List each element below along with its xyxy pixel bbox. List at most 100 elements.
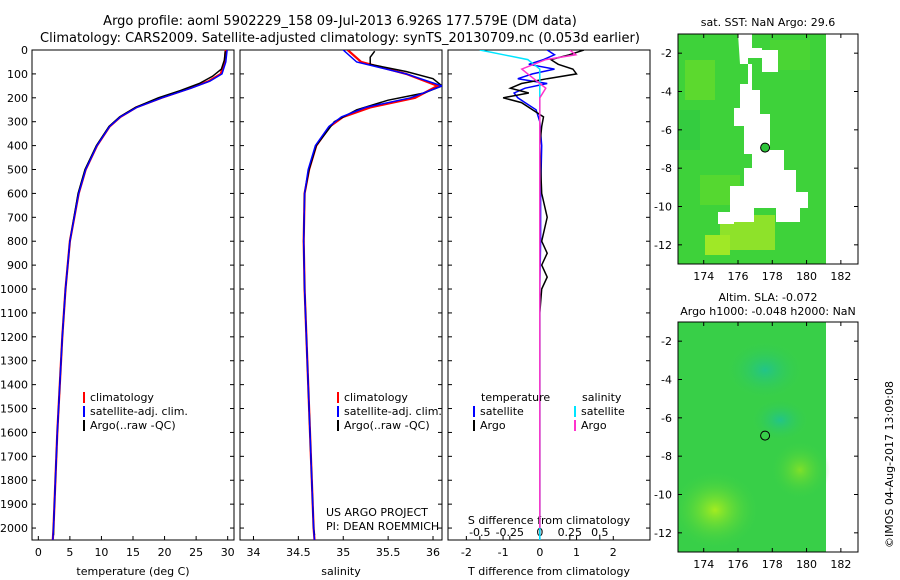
x-tick-label: 36	[426, 546, 440, 559]
x-tick-label: 35	[336, 546, 350, 559]
y-tick-label: 2000	[0, 522, 28, 535]
sst-cloud-gap	[730, 34, 808, 222]
map-x-tick-label: 178	[762, 270, 783, 283]
map-y-tick-label: -2	[661, 335, 672, 348]
x-tick-label: 20	[158, 546, 172, 559]
salinity-panel: 34 34.5 35 35.5 36 salinity climatologysatelli…	[239, 49, 443, 578]
legend-title: salinity	[582, 391, 622, 404]
map-x-tick-label: 176	[728, 270, 749, 283]
y-tick-label: 400	[7, 140, 28, 153]
map-y-tick-label: -2	[661, 47, 672, 60]
axes-frame	[447, 49, 651, 541]
sla-map-frame	[677, 321, 859, 553]
sst-field-patch	[680, 110, 700, 150]
timestamp: ©IMOS 04-Aug-2017 13:09:08	[883, 381, 896, 548]
y-tick-label: 1900	[0, 498, 28, 511]
legend-label: satellite-adj. clim.	[90, 405, 188, 418]
x-axis-label: temperature (deg C)	[76, 565, 189, 578]
sst-map-frame	[677, 33, 859, 265]
sla-map-axes: 174 176 178 180 182 -2 -4 -6 -8 -10 -12	[654, 322, 858, 571]
legend-title: temperature	[481, 391, 550, 404]
y-tick-label: 0	[21, 44, 28, 57]
sst-map	[678, 34, 858, 264]
x-tick-label: 25	[189, 546, 203, 559]
float-position-marker	[760, 430, 771, 441]
float-position-marker	[760, 142, 771, 153]
x-tick-label: 0	[35, 546, 42, 559]
sla-field-low	[750, 398, 810, 442]
sla-field-high	[770, 440, 830, 500]
project-note: US ARGO PROJECT	[326, 506, 428, 519]
x-tick-label: 35.5	[376, 546, 401, 559]
legend-label: climatology	[344, 391, 408, 404]
series-line	[502, 50, 585, 536]
y-tick-label: 700	[7, 211, 28, 224]
x-tick-label: 34.5	[286, 546, 311, 559]
difference-panel: -2 -1 0 1 2 T difference from climatology -0.5…	[447, 49, 651, 578]
legend-label: climatology	[90, 391, 154, 404]
y-tick-label: 1400	[0, 379, 28, 392]
s-tick-label: -0.5	[469, 526, 490, 539]
s-tick-label: 0.25	[558, 526, 583, 539]
legend-label: Argo(..raw -QC)	[90, 419, 176, 432]
map-y-tick-label: -4	[661, 374, 672, 387]
map-y-tick-label: -8	[661, 450, 672, 463]
y-tick-label: 1700	[0, 450, 28, 463]
axes-frame	[31, 49, 235, 541]
pi-note: PI: DEAN ROEMMICH	[326, 520, 439, 533]
x-tick-label: 10	[94, 546, 108, 559]
legend-label: satellite	[480, 405, 524, 418]
y-tick-label: 100	[7, 68, 28, 81]
y-tick-label: 1000	[0, 283, 28, 296]
y-tick-label: 500	[7, 164, 28, 177]
x-axis-label: T difference from climatology	[467, 565, 630, 578]
sla-field-low	[725, 340, 805, 400]
y-tick-label: 1100	[0, 307, 28, 320]
sla-map-title-2: Argo h1000: -0.048 h2000: NaN	[680, 305, 856, 318]
x-tick-label: 5	[66, 546, 73, 559]
s-tick-label: 0.5	[591, 526, 609, 539]
y-tick-label: 1300	[0, 355, 28, 368]
x-axis-label: salinity	[321, 565, 361, 578]
map-y-tick-label: -8	[661, 162, 672, 175]
s-tick-label: -0.25	[496, 526, 524, 539]
sst-map-title: sat. SST: NaN Argo: 29.6	[701, 16, 835, 29]
x-tick-label: -2	[461, 546, 472, 559]
legend-label: satellite-adj. clim.	[344, 405, 442, 418]
x-tick-label: 1	[573, 546, 580, 559]
sla-map-title-1: Altim. SLA: -0.072	[718, 291, 817, 304]
sla-map	[678, 322, 858, 552]
x-tick-label: 34	[246, 546, 260, 559]
y-tick-label: 600	[7, 187, 28, 200]
series-line	[302, 50, 442, 540]
x-tick-label: 15	[126, 546, 140, 559]
map-x-tick-label: 180	[796, 558, 817, 571]
map-x-tick-label: 178	[762, 558, 783, 571]
y-tick-label: 1600	[0, 426, 28, 439]
sst-field-patch	[685, 60, 715, 100]
map-x-tick-label: 180	[796, 270, 817, 283]
y-tick-label: 300	[7, 116, 28, 129]
s-axis-label: S difference from climatology	[468, 514, 631, 527]
legend-label: Argo(..raw -QC)	[344, 419, 430, 432]
sst-cloud-gap	[762, 50, 778, 72]
legend-label: satellite	[581, 405, 625, 418]
y-tick-label: 1800	[0, 474, 28, 487]
map-y-tick-label: -10	[654, 489, 672, 502]
series-line	[520, 50, 578, 528]
x-tick-label: 30	[221, 546, 235, 559]
x-tick-label: 0	[536, 546, 543, 559]
x-tick-label: 2	[610, 546, 617, 559]
map-y-tick-label: -4	[661, 86, 672, 99]
y-tick-label: 1200	[0, 331, 28, 344]
y-tick-label: 200	[7, 92, 28, 105]
map-x-tick-label: 174	[693, 270, 714, 283]
map-x-tick-label: 182	[830, 270, 851, 283]
map-x-tick-label: 182	[830, 558, 851, 571]
axes-frame	[239, 49, 443, 541]
series-line	[52, 50, 228, 540]
temperature-panel: 0100200300400500600700800900100011001200…	[0, 44, 235, 578]
map-x-tick-label: 174	[693, 558, 714, 571]
map-y-tick-label: -10	[654, 201, 672, 214]
